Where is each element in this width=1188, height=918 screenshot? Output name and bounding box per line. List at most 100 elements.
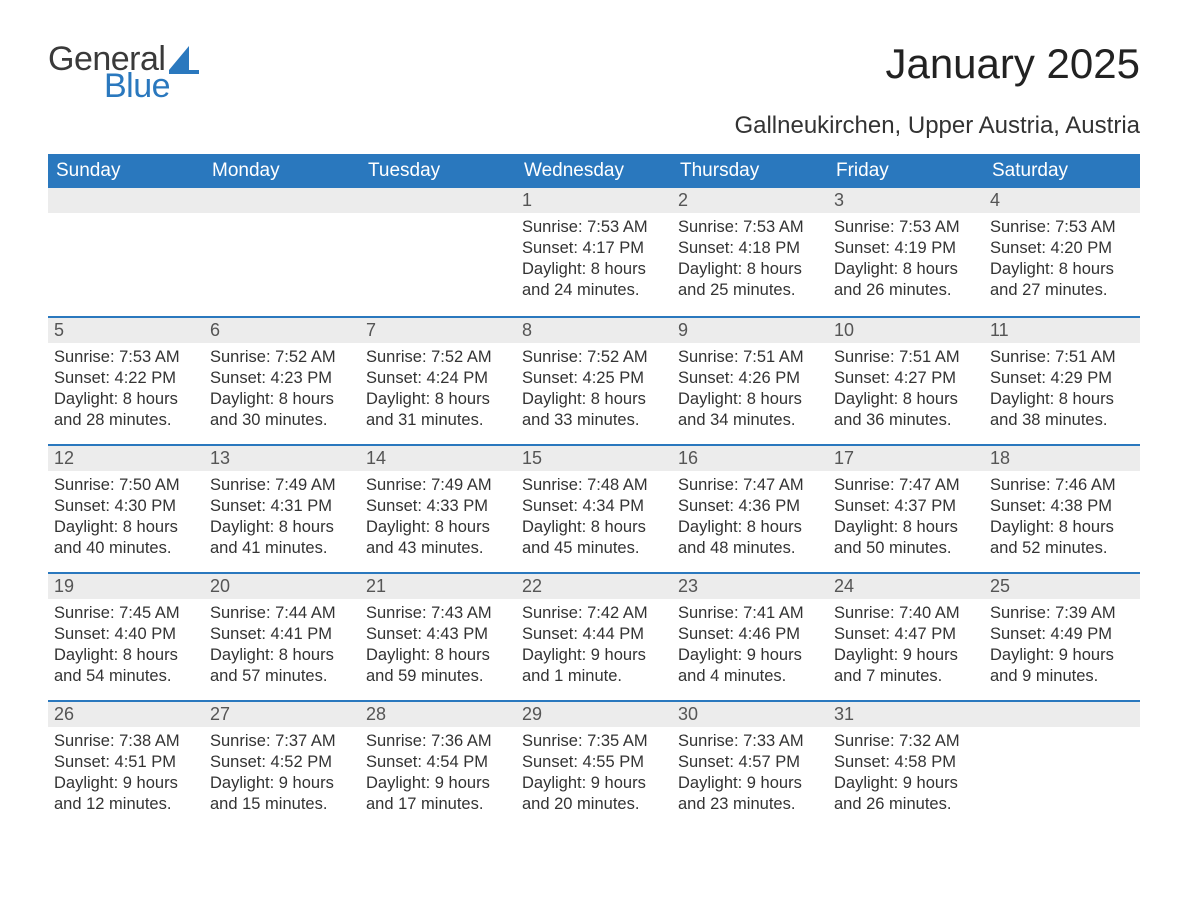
day-details: Sunrise: 7:52 AMSunset: 4:25 PMDaylight:… — [516, 343, 672, 437]
calendar-cell — [204, 188, 360, 316]
calendar-cell: 30Sunrise: 7:33 AMSunset: 4:57 PMDayligh… — [672, 700, 828, 828]
day-daylight1: Daylight: 9 hours — [834, 773, 978, 794]
day-daylight2: and 12 minutes. — [54, 794, 198, 815]
day-sunrise: Sunrise: 7:51 AM — [678, 347, 822, 368]
day-sunrise: Sunrise: 7:47 AM — [678, 475, 822, 496]
day-sunrise: Sunrise: 7:48 AM — [522, 475, 666, 496]
day-number: 25 — [984, 572, 1140, 599]
day-details: Sunrise: 7:50 AMSunset: 4:30 PMDaylight:… — [48, 471, 204, 565]
day-number: 30 — [672, 700, 828, 727]
calendar-table: SundayMondayTuesdayWednesdayThursdayFrid… — [48, 154, 1140, 828]
day-sunset: Sunset: 4:17 PM — [522, 238, 666, 259]
calendar-week-row: 5Sunrise: 7:53 AMSunset: 4:22 PMDaylight… — [48, 316, 1140, 444]
day-sunset: Sunset: 4:33 PM — [366, 496, 510, 517]
day-number: 14 — [360, 444, 516, 471]
day-daylight1: Daylight: 9 hours — [522, 773, 666, 794]
day-details: Sunrise: 7:35 AMSunset: 4:55 PMDaylight:… — [516, 727, 672, 821]
day-sunset: Sunset: 4:27 PM — [834, 368, 978, 389]
day-details: Sunrise: 7:36 AMSunset: 4:54 PMDaylight:… — [360, 727, 516, 821]
empty-day-bar — [48, 188, 204, 213]
day-daylight1: Daylight: 8 hours — [366, 389, 510, 410]
calendar-cell: 3Sunrise: 7:53 AMSunset: 4:19 PMDaylight… — [828, 188, 984, 316]
day-daylight2: and 7 minutes. — [834, 666, 978, 687]
day-number: 7 — [360, 316, 516, 343]
day-daylight1: Daylight: 9 hours — [678, 645, 822, 666]
day-sunrise: Sunrise: 7:53 AM — [678, 217, 822, 238]
weekday-header: Monday — [204, 154, 360, 188]
day-number: 5 — [48, 316, 204, 343]
day-daylight2: and 38 minutes. — [990, 410, 1134, 431]
day-number: 11 — [984, 316, 1140, 343]
day-details: Sunrise: 7:52 AMSunset: 4:23 PMDaylight:… — [204, 343, 360, 437]
day-daylight2: and 17 minutes. — [366, 794, 510, 815]
calendar-cell: 9Sunrise: 7:51 AMSunset: 4:26 PMDaylight… — [672, 316, 828, 444]
day-daylight2: and 4 minutes. — [678, 666, 822, 687]
day-daylight1: Daylight: 8 hours — [990, 517, 1134, 538]
day-sunrise: Sunrise: 7:37 AM — [210, 731, 354, 752]
day-sunrise: Sunrise: 7:49 AM — [210, 475, 354, 496]
day-details: Sunrise: 7:40 AMSunset: 4:47 PMDaylight:… — [828, 599, 984, 693]
day-sunrise: Sunrise: 7:53 AM — [834, 217, 978, 238]
day-daylight2: and 34 minutes. — [678, 410, 822, 431]
day-sunrise: Sunrise: 7:42 AM — [522, 603, 666, 624]
day-sunrise: Sunrise: 7:46 AM — [990, 475, 1134, 496]
day-details: Sunrise: 7:49 AMSunset: 4:31 PMDaylight:… — [204, 471, 360, 565]
day-daylight1: Daylight: 8 hours — [834, 259, 978, 280]
day-daylight2: and 48 minutes. — [678, 538, 822, 559]
calendar-cell: 31Sunrise: 7:32 AMSunset: 4:58 PMDayligh… — [828, 700, 984, 828]
day-details: Sunrise: 7:32 AMSunset: 4:58 PMDaylight:… — [828, 727, 984, 821]
day-daylight1: Daylight: 8 hours — [990, 259, 1134, 280]
day-daylight1: Daylight: 9 hours — [990, 645, 1134, 666]
day-sunset: Sunset: 4:22 PM — [54, 368, 198, 389]
day-daylight1: Daylight: 8 hours — [990, 389, 1134, 410]
day-daylight1: Daylight: 8 hours — [522, 389, 666, 410]
calendar-cell: 27Sunrise: 7:37 AMSunset: 4:52 PMDayligh… — [204, 700, 360, 828]
day-sunrise: Sunrise: 7:41 AM — [678, 603, 822, 624]
day-details: Sunrise: 7:33 AMSunset: 4:57 PMDaylight:… — [672, 727, 828, 821]
calendar-cell: 11Sunrise: 7:51 AMSunset: 4:29 PMDayligh… — [984, 316, 1140, 444]
day-sunrise: Sunrise: 7:43 AM — [366, 603, 510, 624]
day-details: Sunrise: 7:51 AMSunset: 4:26 PMDaylight:… — [672, 343, 828, 437]
day-details: Sunrise: 7:51 AMSunset: 4:27 PMDaylight:… — [828, 343, 984, 437]
day-daylight2: and 27 minutes. — [990, 280, 1134, 301]
day-daylight2: and 1 minute. — [522, 666, 666, 687]
day-number: 23 — [672, 572, 828, 599]
day-sunset: Sunset: 4:34 PM — [522, 496, 666, 517]
day-number: 10 — [828, 316, 984, 343]
calendar-cell: 12Sunrise: 7:50 AMSunset: 4:30 PMDayligh… — [48, 444, 204, 572]
day-sunrise: Sunrise: 7:47 AM — [834, 475, 978, 496]
day-daylight1: Daylight: 8 hours — [210, 645, 354, 666]
calendar-cell: 13Sunrise: 7:49 AMSunset: 4:31 PMDayligh… — [204, 444, 360, 572]
day-sunset: Sunset: 4:43 PM — [366, 624, 510, 645]
day-number: 12 — [48, 444, 204, 471]
empty-day-bar — [204, 188, 360, 213]
calendar-cell: 24Sunrise: 7:40 AMSunset: 4:47 PMDayligh… — [828, 572, 984, 700]
day-sunset: Sunset: 4:47 PM — [834, 624, 978, 645]
day-daylight2: and 33 minutes. — [522, 410, 666, 431]
day-sunrise: Sunrise: 7:50 AM — [54, 475, 198, 496]
day-number: 21 — [360, 572, 516, 599]
day-sunset: Sunset: 4:58 PM — [834, 752, 978, 773]
day-sunrise: Sunrise: 7:49 AM — [366, 475, 510, 496]
day-number: 16 — [672, 444, 828, 471]
day-number: 18 — [984, 444, 1140, 471]
day-sunset: Sunset: 4:52 PM — [210, 752, 354, 773]
day-sunrise: Sunrise: 7:40 AM — [834, 603, 978, 624]
day-sunrise: Sunrise: 7:53 AM — [522, 217, 666, 238]
day-number: 6 — [204, 316, 360, 343]
day-number: 28 — [360, 700, 516, 727]
day-number: 31 — [828, 700, 984, 727]
calendar-cell: 14Sunrise: 7:49 AMSunset: 4:33 PMDayligh… — [360, 444, 516, 572]
day-details: Sunrise: 7:53 AMSunset: 4:17 PMDaylight:… — [516, 213, 672, 307]
weekday-header-row: SundayMondayTuesdayWednesdayThursdayFrid… — [48, 154, 1140, 188]
day-sunrise: Sunrise: 7:33 AM — [678, 731, 822, 752]
day-details: Sunrise: 7:48 AMSunset: 4:34 PMDaylight:… — [516, 471, 672, 565]
calendar-cell: 19Sunrise: 7:45 AMSunset: 4:40 PMDayligh… — [48, 572, 204, 700]
calendar-cell: 26Sunrise: 7:38 AMSunset: 4:51 PMDayligh… — [48, 700, 204, 828]
day-number: 17 — [828, 444, 984, 471]
month-title: January 2025 — [885, 40, 1140, 88]
day-details: Sunrise: 7:49 AMSunset: 4:33 PMDaylight:… — [360, 471, 516, 565]
day-daylight2: and 28 minutes. — [54, 410, 198, 431]
day-daylight2: and 43 minutes. — [366, 538, 510, 559]
day-daylight2: and 36 minutes. — [834, 410, 978, 431]
